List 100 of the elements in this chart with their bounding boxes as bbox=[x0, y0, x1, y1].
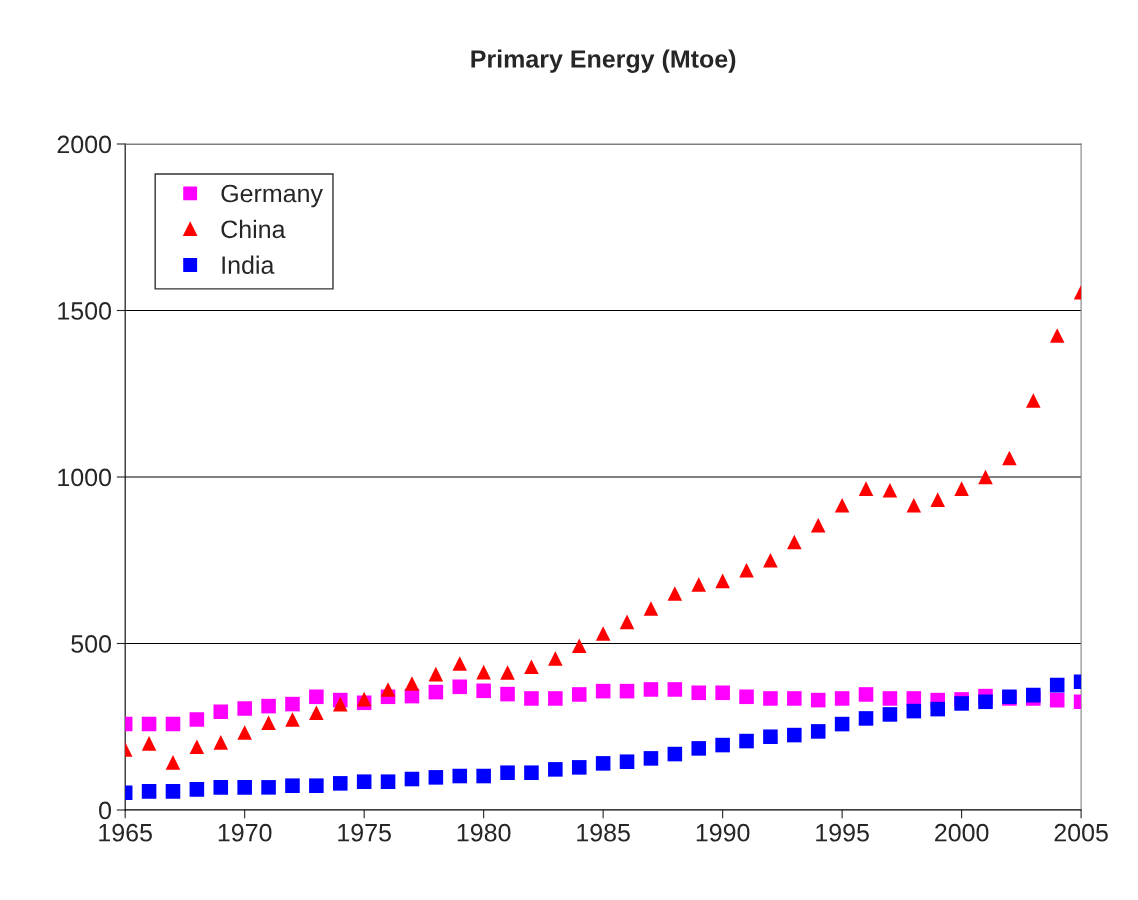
point bbox=[834, 498, 850, 513]
point bbox=[858, 711, 874, 726]
point bbox=[858, 481, 874, 496]
chart-title: Primary Energy (Mtoe) bbox=[471, 49, 736, 73]
point bbox=[763, 552, 778, 568]
legend-label: China bbox=[221, 219, 286, 239]
point bbox=[930, 701, 945, 717]
point bbox=[524, 765, 539, 780]
point bbox=[237, 701, 252, 716]
point bbox=[524, 659, 539, 675]
point bbox=[954, 481, 969, 496]
point bbox=[237, 780, 252, 795]
point bbox=[978, 694, 993, 710]
point bbox=[261, 715, 276, 731]
point bbox=[1002, 450, 1017, 466]
point bbox=[261, 780, 276, 795]
point bbox=[882, 707, 898, 722]
point bbox=[309, 705, 324, 721]
point bbox=[858, 687, 874, 702]
x-tick-label: 1990 bbox=[696, 823, 750, 842]
point bbox=[667, 746, 683, 762]
point bbox=[380, 682, 396, 697]
point bbox=[500, 686, 515, 702]
x-tick-label: 1980 bbox=[457, 823, 511, 842]
point bbox=[165, 784, 181, 799]
point bbox=[643, 751, 659, 766]
point bbox=[332, 696, 348, 712]
x-tick-label: 1985 bbox=[577, 823, 630, 842]
point bbox=[715, 573, 730, 589]
point bbox=[452, 768, 468, 784]
point bbox=[452, 656, 468, 671]
point bbox=[715, 737, 730, 753]
point bbox=[189, 712, 205, 727]
point bbox=[691, 685, 707, 701]
point bbox=[739, 562, 754, 578]
x-tick-label: 1995 bbox=[816, 823, 869, 842]
point bbox=[356, 774, 372, 789]
point bbox=[1049, 677, 1065, 693]
point bbox=[571, 760, 587, 775]
point bbox=[882, 691, 898, 706]
point bbox=[189, 739, 205, 755]
point bbox=[834, 691, 850, 706]
point bbox=[404, 771, 420, 787]
point bbox=[356, 691, 372, 707]
point bbox=[739, 733, 754, 749]
y-tick-label: 1500 bbox=[58, 302, 112, 320]
point bbox=[285, 696, 300, 712]
point bbox=[763, 729, 778, 745]
legend-label: India bbox=[222, 255, 275, 274]
point bbox=[571, 687, 587, 702]
point bbox=[213, 780, 229, 795]
y-tick-label: 0 bbox=[99, 801, 112, 820]
x-tick-label: 1965 bbox=[99, 823, 152, 842]
x-tick-label: 2005 bbox=[1054, 823, 1108, 842]
point bbox=[954, 696, 969, 711]
point bbox=[619, 683, 635, 699]
point bbox=[691, 577, 707, 592]
point bbox=[548, 651, 563, 666]
point bbox=[548, 691, 563, 706]
point bbox=[930, 492, 945, 507]
point bbox=[476, 664, 491, 680]
point bbox=[595, 626, 611, 641]
point bbox=[906, 703, 922, 719]
point bbox=[309, 778, 324, 793]
point bbox=[1026, 687, 1041, 703]
point bbox=[141, 716, 157, 732]
point bbox=[213, 704, 229, 720]
point bbox=[643, 682, 659, 697]
point bbox=[787, 727, 802, 743]
point bbox=[787, 691, 802, 706]
point bbox=[906, 498, 922, 513]
point bbox=[213, 735, 229, 750]
point bbox=[1026, 393, 1041, 408]
x-tick-label: 1970 bbox=[218, 823, 272, 842]
point bbox=[404, 676, 420, 691]
point bbox=[667, 682, 683, 697]
point bbox=[1049, 328, 1065, 343]
point bbox=[810, 724, 826, 739]
point bbox=[428, 684, 444, 700]
point bbox=[595, 683, 611, 699]
point bbox=[1049, 692, 1065, 708]
point bbox=[165, 755, 181, 770]
point bbox=[332, 776, 348, 791]
x-tick-label: 2000 bbox=[935, 823, 989, 842]
point bbox=[476, 768, 491, 784]
point bbox=[141, 736, 157, 751]
point bbox=[787, 534, 802, 550]
point bbox=[524, 691, 539, 706]
point bbox=[643, 601, 659, 616]
point bbox=[619, 614, 635, 630]
point bbox=[882, 483, 898, 498]
point bbox=[165, 716, 181, 732]
point bbox=[500, 765, 515, 780]
point bbox=[571, 638, 587, 654]
point bbox=[810, 692, 826, 708]
point bbox=[237, 725, 252, 740]
legend-label: Germany bbox=[221, 184, 323, 208]
point bbox=[285, 778, 300, 793]
point bbox=[739, 689, 754, 705]
point bbox=[810, 518, 826, 533]
